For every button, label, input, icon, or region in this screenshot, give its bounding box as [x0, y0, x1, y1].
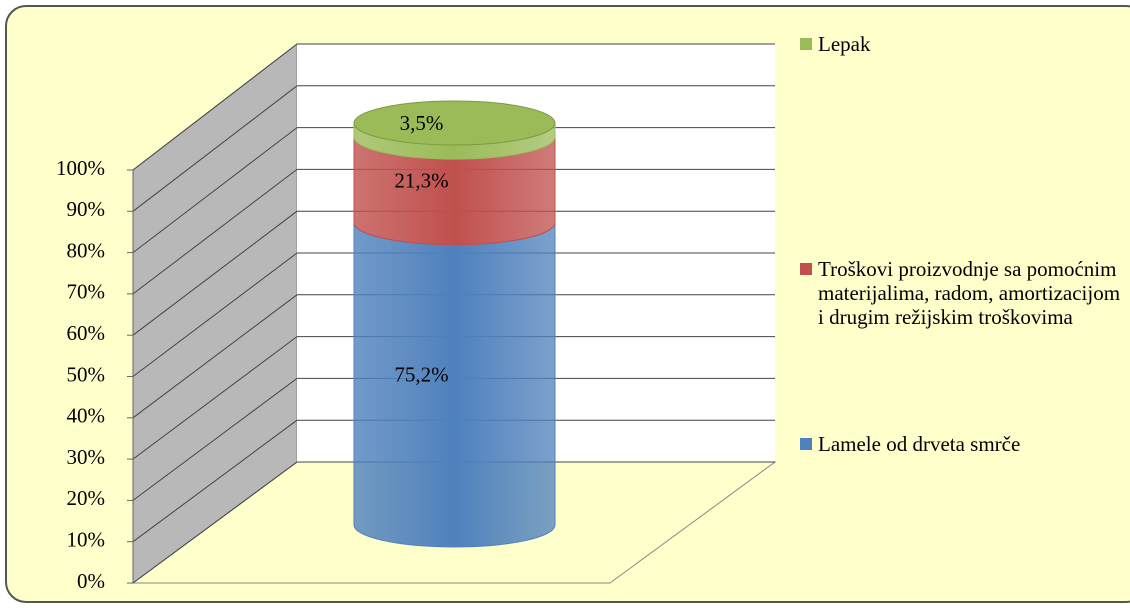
legend-swatch — [800, 38, 812, 50]
grid-line — [132, 43, 298, 171]
legend-label: Lamele od drveta smrče — [818, 432, 1021, 456]
legend-label: Lepak — [818, 32, 871, 56]
data-label: 75,2% — [394, 363, 448, 387]
data-label: 21,3% — [394, 169, 448, 193]
data-label: 3,5% — [400, 111, 444, 135]
cylinder-segment — [353, 222, 556, 548]
legend-entry: Lepak — [800, 32, 1130, 56]
grid-line — [132, 377, 298, 501]
legend-entry: Troškovi proizvodnje sa pomoćnim materij… — [800, 257, 1130, 329]
y-tick-label: 60% — [67, 321, 106, 345]
y-tick-label: 30% — [67, 445, 106, 469]
grid-line — [132, 85, 298, 212]
grid-line — [132, 210, 298, 336]
legend-label: Troškovi proizvodnje sa pomoćnim materij… — [818, 257, 1121, 329]
y-tick-label: 70% — [67, 280, 106, 304]
y-tick-label: 90% — [67, 197, 106, 221]
y-tick-label: 10% — [67, 528, 106, 552]
grid-line — [132, 419, 298, 543]
cylinder-top — [353, 100, 556, 146]
legend-entry: Lamele od drveta smrče — [800, 432, 1130, 456]
grid-line — [132, 461, 298, 584]
grid-line — [132, 294, 298, 419]
grid-line — [132, 169, 298, 295]
legend-swatch — [800, 263, 812, 275]
y-tick-label: 20% — [67, 486, 106, 510]
y-tick-label: 40% — [67, 404, 106, 428]
y-tick-label: 0% — [77, 569, 105, 593]
y-tick-label: 100% — [56, 156, 105, 180]
y-tick-label: 80% — [67, 238, 106, 262]
legend-swatch — [800, 438, 812, 450]
grid-line — [132, 127, 298, 253]
grid-line — [132, 336, 298, 460]
y-tick-label: 50% — [67, 362, 106, 386]
grid-line — [132, 252, 298, 377]
